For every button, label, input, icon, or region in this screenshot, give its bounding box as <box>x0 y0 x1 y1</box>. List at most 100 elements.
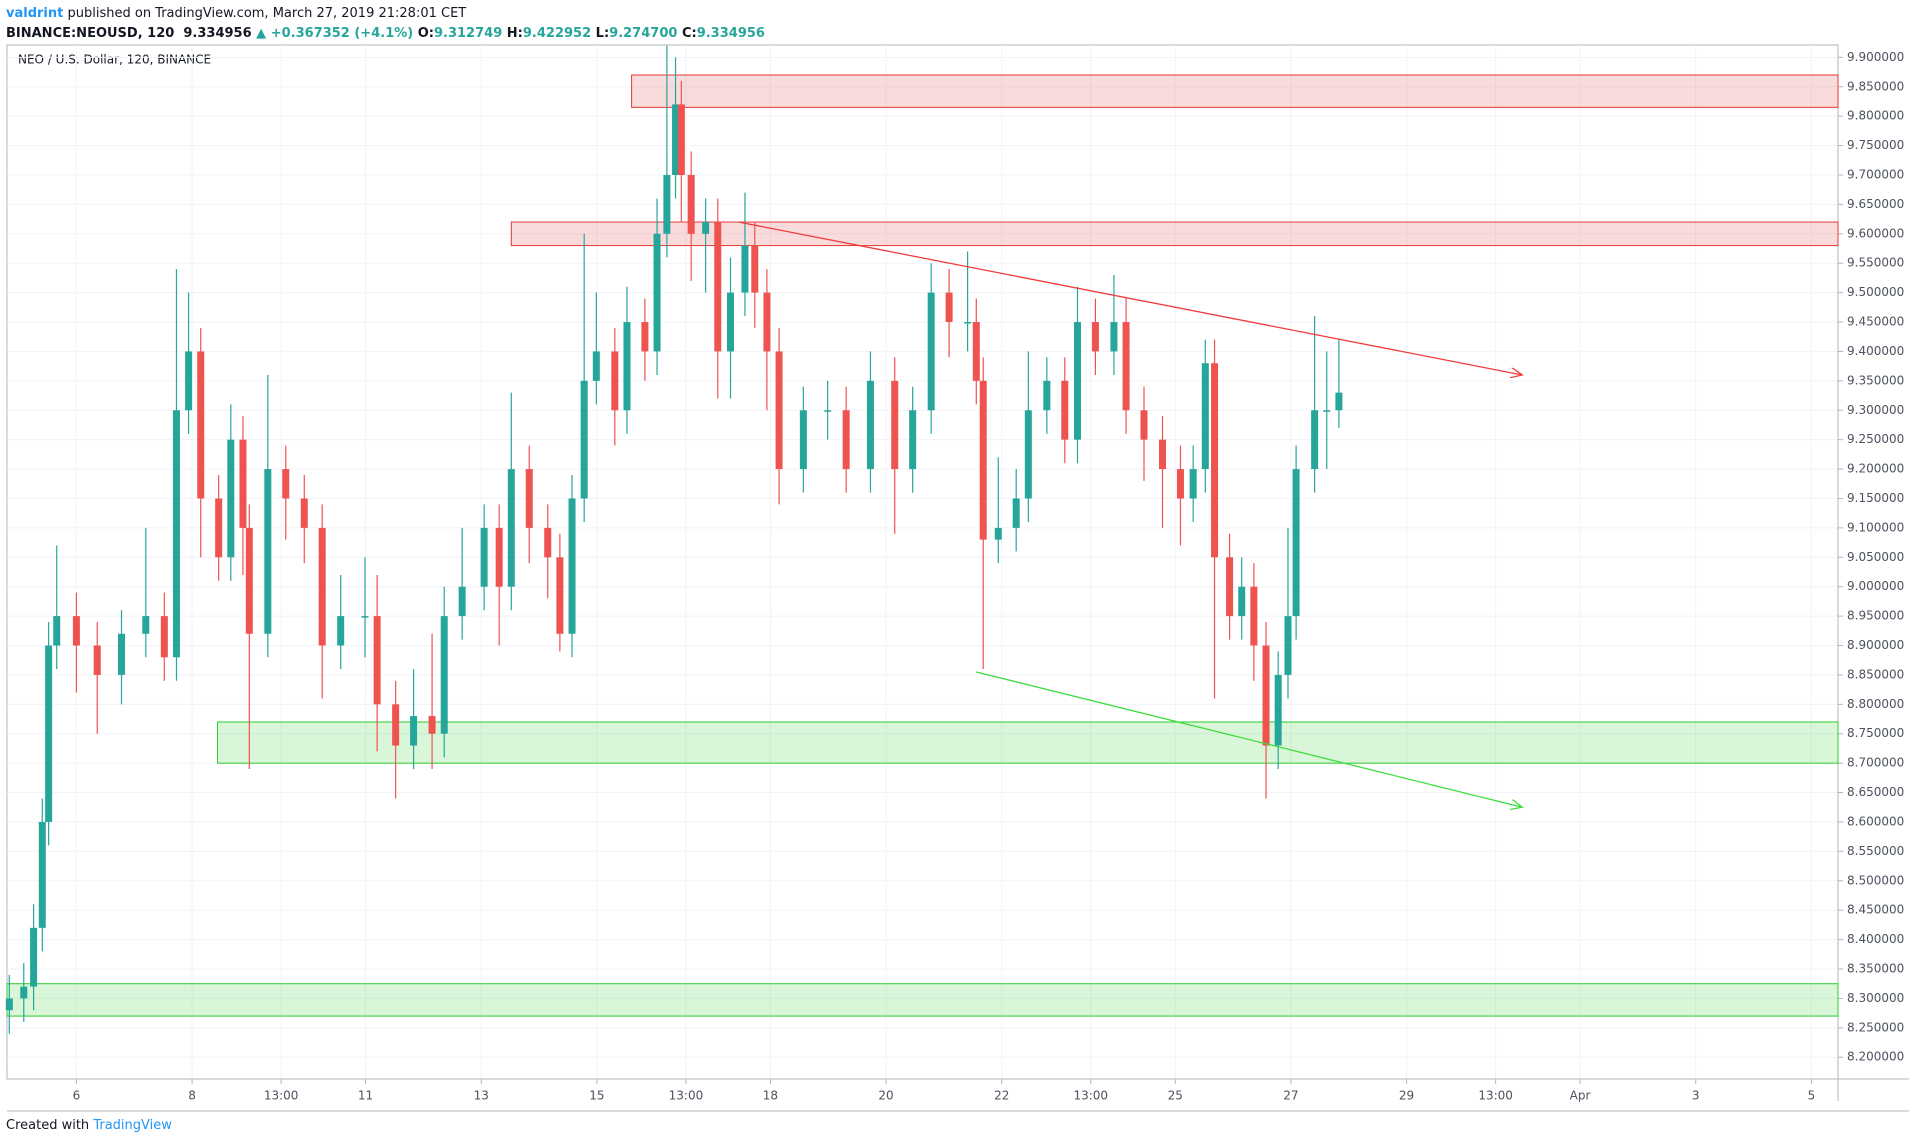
author[interactable]: valdrint <box>6 6 64 21</box>
candle-body <box>172 410 180 658</box>
candle-body <box>1262 645 1270 746</box>
candle-body <box>1024 410 1032 499</box>
candle-body <box>824 410 832 412</box>
candle-body <box>714 222 722 352</box>
candle-body <box>799 410 807 470</box>
y-tick-label: 8.700000 <box>1847 756 1904 770</box>
candle-body <box>53 616 61 646</box>
header: valdrint published on TradingView.com, M… <box>6 4 765 44</box>
candle-body <box>507 469 515 587</box>
candle-body <box>726 292 734 352</box>
y-tick-label: 9.100000 <box>1847 520 1904 534</box>
candle-body <box>741 245 749 293</box>
candle-body <box>392 704 400 746</box>
candle-body <box>264 469 272 634</box>
candle-body <box>300 498 308 528</box>
candle-body <box>1238 586 1246 617</box>
y-tick-label: 8.250000 <box>1847 1020 1904 1034</box>
candle-body <box>197 351 205 499</box>
published: published on TradingView.com, March 27, … <box>67 6 467 21</box>
ohlc-label: C: <box>681 26 697 41</box>
candle-body <box>480 527 488 587</box>
candle-body <box>842 410 850 470</box>
symbol-line: BINANCE:NEOUSD, 120 9.334956 ▲ +0.367352… <box>6 24 765 44</box>
candle-body <box>30 927 38 987</box>
x-tick-label: 3 <box>1692 1089 1700 1103</box>
x-tick-label: 22 <box>994 1089 1009 1103</box>
candle-body <box>641 322 649 352</box>
candle-body <box>525 469 533 528</box>
zone <box>217 721 1839 764</box>
price: 9.334956 <box>183 26 252 41</box>
candle-body <box>1140 410 1148 440</box>
x-tick-label: 20 <box>878 1089 893 1103</box>
ohlc-value: 9.312749 <box>433 26 503 41</box>
candle-body <box>361 616 369 618</box>
candle-body <box>1274 674 1282 746</box>
candle-body <box>623 322 631 411</box>
candle-body <box>5 998 13 1011</box>
candle-body <box>653 233 661 352</box>
y-tick-label: 8.350000 <box>1847 962 1904 976</box>
brand[interactable]: TradingView <box>93 1118 172 1133</box>
footer-text: Created with <box>6 1118 90 1133</box>
candle-body <box>1122 322 1130 411</box>
change: ▲ +0.367352 (+4.1%) <box>256 26 414 41</box>
y-tick-label: 8.950000 <box>1847 609 1904 623</box>
y-tick-label: 8.900000 <box>1847 638 1904 652</box>
candle-body <box>1176 469 1184 499</box>
y-tick-label: 9.400000 <box>1847 344 1904 358</box>
candle-body <box>972 322 980 381</box>
zone <box>510 221 1839 247</box>
candle-body <box>687 174 695 234</box>
candle-body <box>927 292 935 411</box>
ohlc-value: 9.334956 <box>696 26 765 41</box>
y-tick-label: 9.900000 <box>1847 50 1904 64</box>
y-tick-label: 9.650000 <box>1847 197 1904 211</box>
y-tick-label: 8.500000 <box>1847 873 1904 887</box>
ohlc-label: L: <box>595 26 610 41</box>
candle-body <box>544 527 552 558</box>
candle-body <box>611 351 619 411</box>
candle-body <box>1043 380 1051 411</box>
candle-body <box>118 633 126 675</box>
candle-body <box>337 616 345 646</box>
y-tick-label: 8.550000 <box>1847 844 1904 858</box>
y-tick-label: 9.800000 <box>1847 109 1904 123</box>
candle-body <box>1284 616 1292 675</box>
footer: Created with TradingView <box>6 1118 172 1133</box>
candle-body <box>979 380 987 540</box>
candle-body <box>568 498 576 634</box>
x-tick-label: 13:00 <box>1478 1089 1513 1103</box>
x-tick-label: 15 <box>589 1089 604 1103</box>
candle-body <box>1201 363 1209 470</box>
candle-body <box>458 586 466 617</box>
candle-body <box>282 469 290 499</box>
candle-body <box>1311 410 1319 470</box>
candle-body <box>891 380 899 470</box>
trend-line <box>738 221 1523 375</box>
y-tick-label: 9.250000 <box>1847 432 1904 446</box>
x-tick-label: 11 <box>358 1089 373 1103</box>
candle-body <box>1159 439 1167 470</box>
y-tick-label: 8.400000 <box>1847 932 1904 946</box>
candle-body <box>428 716 436 734</box>
y-tick-label: 8.200000 <box>1847 1050 1904 1064</box>
x-tick-label: 5 <box>1808 1089 1816 1103</box>
candle-body <box>227 439 235 558</box>
candle-body <box>1061 380 1069 440</box>
candle-body <box>1323 410 1331 412</box>
candle-body <box>373 616 381 705</box>
candle-body <box>410 716 418 746</box>
candle-body <box>1073 322 1081 440</box>
y-tick-label: 8.650000 <box>1847 785 1904 799</box>
publish-line: valdrint published on TradingView.com, M… <box>6 4 765 24</box>
candle-body <box>38 821 46 928</box>
trend-line <box>976 671 1522 807</box>
x-tick-label: 25 <box>1168 1089 1183 1103</box>
candle-body <box>663 174 671 234</box>
candle-body <box>964 322 972 324</box>
y-tick-label: 8.450000 <box>1847 903 1904 917</box>
candle-body <box>909 410 917 470</box>
